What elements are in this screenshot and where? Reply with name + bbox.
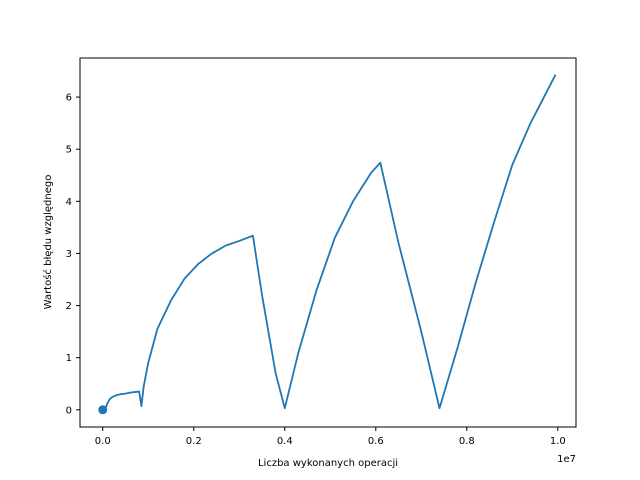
y-tick-label: 4 bbox=[66, 197, 72, 208]
x-tick-label: 0.0 bbox=[95, 436, 111, 447]
x-axis-offset-label: 1e7 bbox=[557, 454, 576, 465]
x-axis-ticks: 0.0 0.2 0.4 0.6 0.8 1.0 bbox=[95, 427, 566, 447]
y-tick-label: 1 bbox=[66, 353, 72, 364]
x-tick-label: 0.4 bbox=[277, 436, 293, 447]
y-axis-label: Wartość błędu względnego bbox=[42, 175, 54, 310]
y-tick-label: 3 bbox=[66, 249, 72, 260]
x-tick-label: 0.6 bbox=[368, 436, 384, 447]
y-tick-label: 2 bbox=[66, 301, 72, 312]
plot-area bbox=[80, 58, 576, 427]
x-tick-label: 0.8 bbox=[459, 436, 475, 447]
x-axis-label: Liczba wykonanych operacji bbox=[258, 458, 398, 469]
y-tick-label: 5 bbox=[66, 145, 72, 156]
start-point-marker bbox=[98, 405, 108, 415]
marker-layer bbox=[98, 405, 108, 415]
x-tick-label: 1.0 bbox=[550, 436, 566, 447]
y-tick-label: 0 bbox=[66, 405, 72, 416]
y-axis-ticks: 0 1 2 3 4 5 6 bbox=[66, 93, 80, 416]
x-tick-label: 0.2 bbox=[186, 436, 202, 447]
series-layer bbox=[104, 74, 557, 411]
plot-frame bbox=[79, 57, 577, 428]
series-line-0 bbox=[104, 74, 557, 411]
y-tick-label: 6 bbox=[66, 93, 72, 104]
